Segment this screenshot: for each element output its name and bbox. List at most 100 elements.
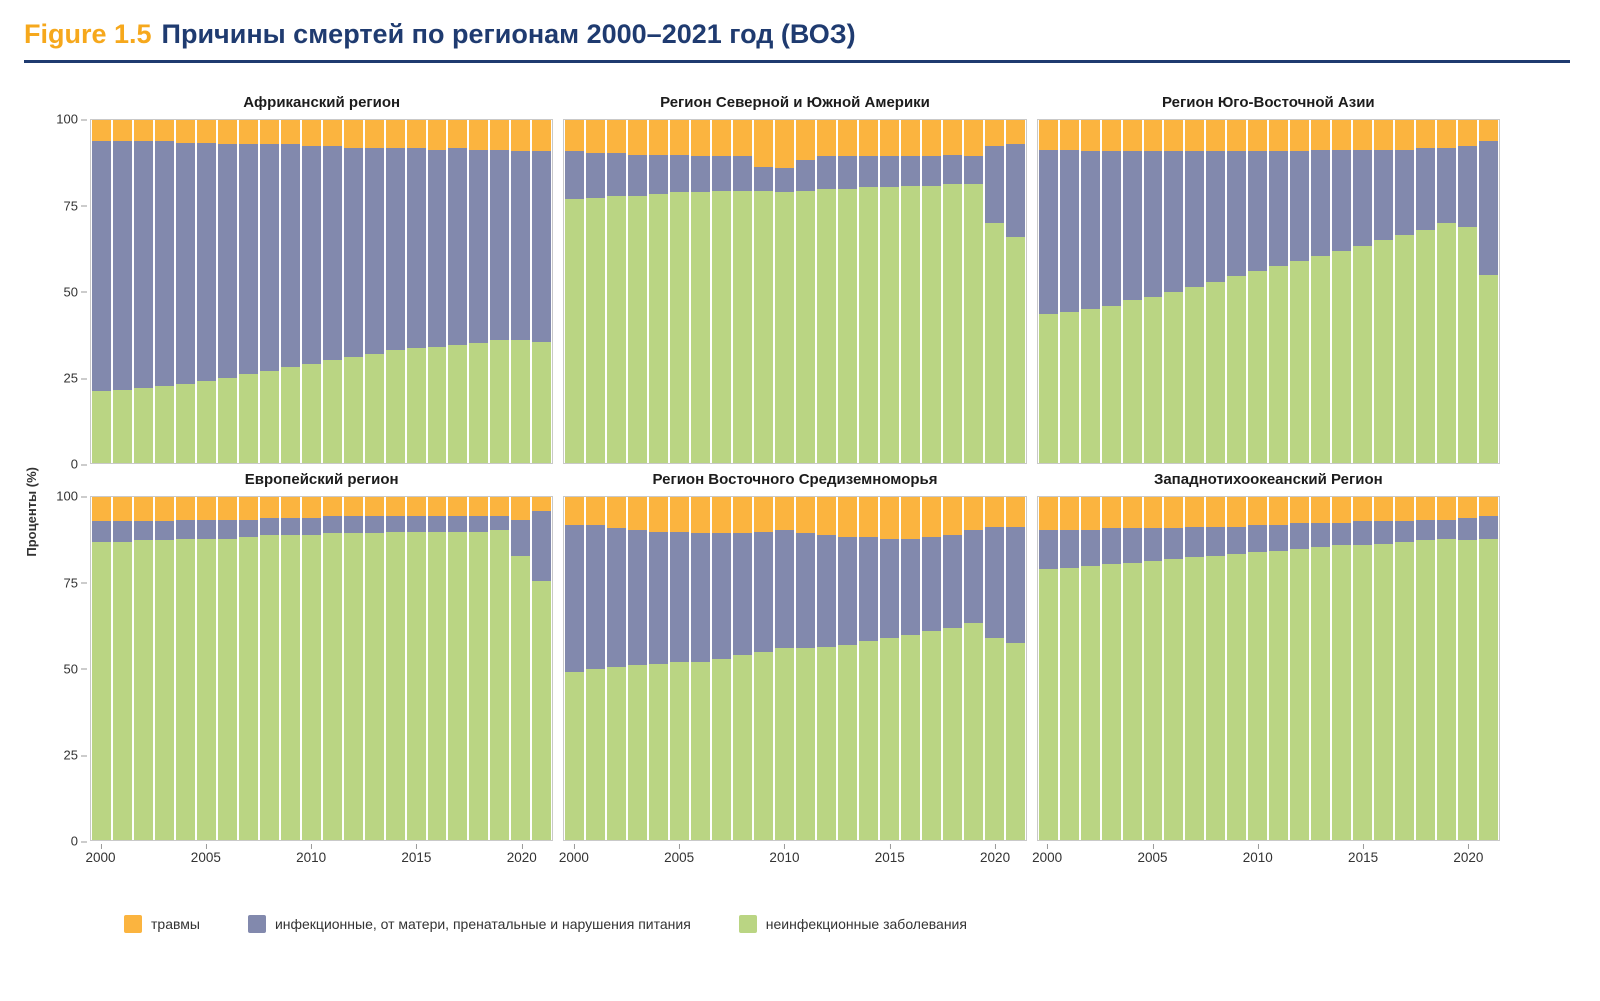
bar-segment-infectious (427, 149, 447, 347)
figure-heading: Figure 1.5 Причины смертей по регионам 20… (24, 18, 1570, 50)
bar-segment-infectious (490, 149, 510, 340)
panel-title-western-pacific-region: Западнотихоокеанский Регион (1153, 471, 1383, 489)
bar-segment-ncd (795, 648, 815, 841)
bar-segment-ncd (1353, 245, 1373, 464)
y-axis-title: Проценты (%) (24, 466, 39, 557)
bar-segment-injuries (175, 497, 195, 520)
bar-segment-injuries (963, 120, 983, 157)
figure-number: Figure 1.5 (24, 19, 152, 49)
bar-segment-injuries (364, 497, 384, 517)
bar-segment-injuries (837, 497, 857, 537)
bar-segment-ncd (532, 581, 552, 841)
bar-segment-injuries (1038, 497, 1058, 530)
panel-title-south-east-asia-region: Регион Юго-Восточной Азии (1162, 94, 1375, 112)
bar-segment-injuries (133, 497, 153, 522)
x-axis-col-2: 2000 2005 2010 2015 2020 (559, 843, 1026, 871)
bar-segment-injuries (1416, 497, 1436, 520)
bar-segment-injuries (280, 120, 300, 145)
bar-segment-ncd (1227, 276, 1247, 464)
bar-segment-infectious (469, 516, 489, 532)
stacked-bar-eastern-mediterranean-2007 (712, 497, 732, 841)
stacked-bar-europe-2007 (238, 497, 258, 841)
x-axis-row: 2000 2005 2010 2015 2020 2000 2005 2010 2015 202… (46, 843, 1500, 871)
stacked-bar-africa-2016 (427, 120, 447, 464)
bar-segment-ncd (511, 339, 531, 464)
bar-segment-ncd (858, 187, 878, 464)
bar-segment-ncd (607, 195, 627, 464)
bar-segment-infectious (1185, 526, 1205, 558)
bar-segment-ncd (649, 194, 669, 464)
bar-segment-ncd (670, 192, 690, 464)
stacked-bar-eastern-mediterranean-2003 (628, 497, 648, 841)
stacked-bar-western-pacific-2001 (1059, 497, 1079, 841)
bar-segment-infectious (984, 146, 1004, 224)
bar-segment-infectious (1332, 149, 1352, 251)
stacked-bar-eastern-mediterranean-2006 (691, 497, 711, 841)
stacked-bar-europe-2018 (469, 497, 489, 841)
y-tick-label: 0 (70, 833, 88, 849)
bar-segment-ncd (112, 389, 132, 464)
bar-segment-infectious (1395, 149, 1415, 236)
bar-segment-ncd (427, 346, 447, 464)
stacked-bar-americas-2011 (795, 120, 815, 464)
bar-segment-infectious (1080, 151, 1100, 310)
bar-segment-infectious (1164, 151, 1184, 292)
bar-segment-ncd (1227, 553, 1247, 841)
bar-segment-ncd (532, 341, 552, 464)
bar-segment-ncd (984, 223, 1004, 464)
facet-grid: 100 75 50 25 0 Африканский регион Регион Сев… (46, 91, 1500, 871)
bar-segment-infectious (385, 516, 405, 532)
stacked-bar-americas-2015 (879, 120, 899, 464)
stacked-bar-africa-2005 (196, 120, 216, 464)
plot-western-pacific-region (1036, 496, 1500, 842)
bar-segment-infectious (1479, 140, 1498, 275)
bar-segment-infectious (511, 519, 531, 556)
bar-segment-ncd (984, 638, 1004, 841)
legend-swatch-ncd (738, 915, 757, 934)
bar-segment-infectious (364, 516, 384, 534)
bar-segment-injuries (1290, 497, 1310, 524)
stacked-bar-south-east-asia-2019 (1437, 120, 1457, 464)
bar-segment-infectious (1269, 524, 1289, 551)
bar-segment-injuries (511, 497, 531, 520)
bar-segment-ncd (1311, 547, 1331, 841)
stacked-bar-eastern-mediterranean-2021 (1005, 497, 1025, 841)
stacked-bar-europe-2001 (112, 497, 132, 841)
stacked-bar-western-pacific-2000 (1038, 497, 1058, 841)
bar-segment-infectious (1374, 521, 1394, 544)
bar-segment-injuries (691, 497, 711, 534)
bar-segment-injuries (532, 120, 552, 152)
bar-segment-infectious (301, 517, 321, 536)
bar-segment-infectious (259, 144, 279, 371)
bar-segment-infectious (691, 533, 711, 663)
bar-segment-injuries (301, 497, 321, 518)
bar-segment-infectious (448, 147, 468, 346)
bar-segment-injuries (175, 120, 195, 143)
bar-segment-ncd (406, 348, 426, 464)
stacked-bar-europe-2016 (427, 497, 447, 841)
stacked-bar-americas-2006 (691, 120, 711, 464)
bar-segment-ncd (1005, 237, 1025, 464)
bar-segment-infectious (1458, 517, 1477, 541)
stacked-bar-africa-2003 (154, 120, 174, 464)
bar-segment-infectious (816, 535, 836, 647)
bar-segment-infectious (1437, 147, 1457, 224)
bar-segment-ncd (92, 391, 111, 464)
stacked-bar-western-pacific-2006 (1164, 497, 1184, 841)
bar-segment-infectious (112, 521, 132, 542)
stacked-bar-eastern-mediterranean-2018 (942, 497, 962, 841)
bar-segment-infectious (1248, 524, 1268, 553)
bar-segment-ncd (280, 367, 300, 464)
bar-segment-injuries (565, 120, 585, 152)
legend-label-infectious: инфекционные, от матери, пренатальные и … (274, 916, 691, 933)
bar-segment-infectious (1206, 151, 1226, 282)
stacked-bar-western-pacific-2013 (1311, 497, 1331, 841)
stacked-bar-americas-2009 (754, 120, 774, 464)
stacked-bar-western-pacific-2002 (1080, 497, 1100, 841)
bar-segment-ncd (1437, 538, 1457, 841)
stacked-bar-americas-2013 (837, 120, 857, 464)
bar-segment-ncd (1164, 559, 1184, 841)
stacked-bar-south-east-asia-2005 (1143, 120, 1163, 464)
bar-segment-infectious (754, 531, 774, 652)
stacked-bar-europe-2005 (196, 497, 216, 841)
